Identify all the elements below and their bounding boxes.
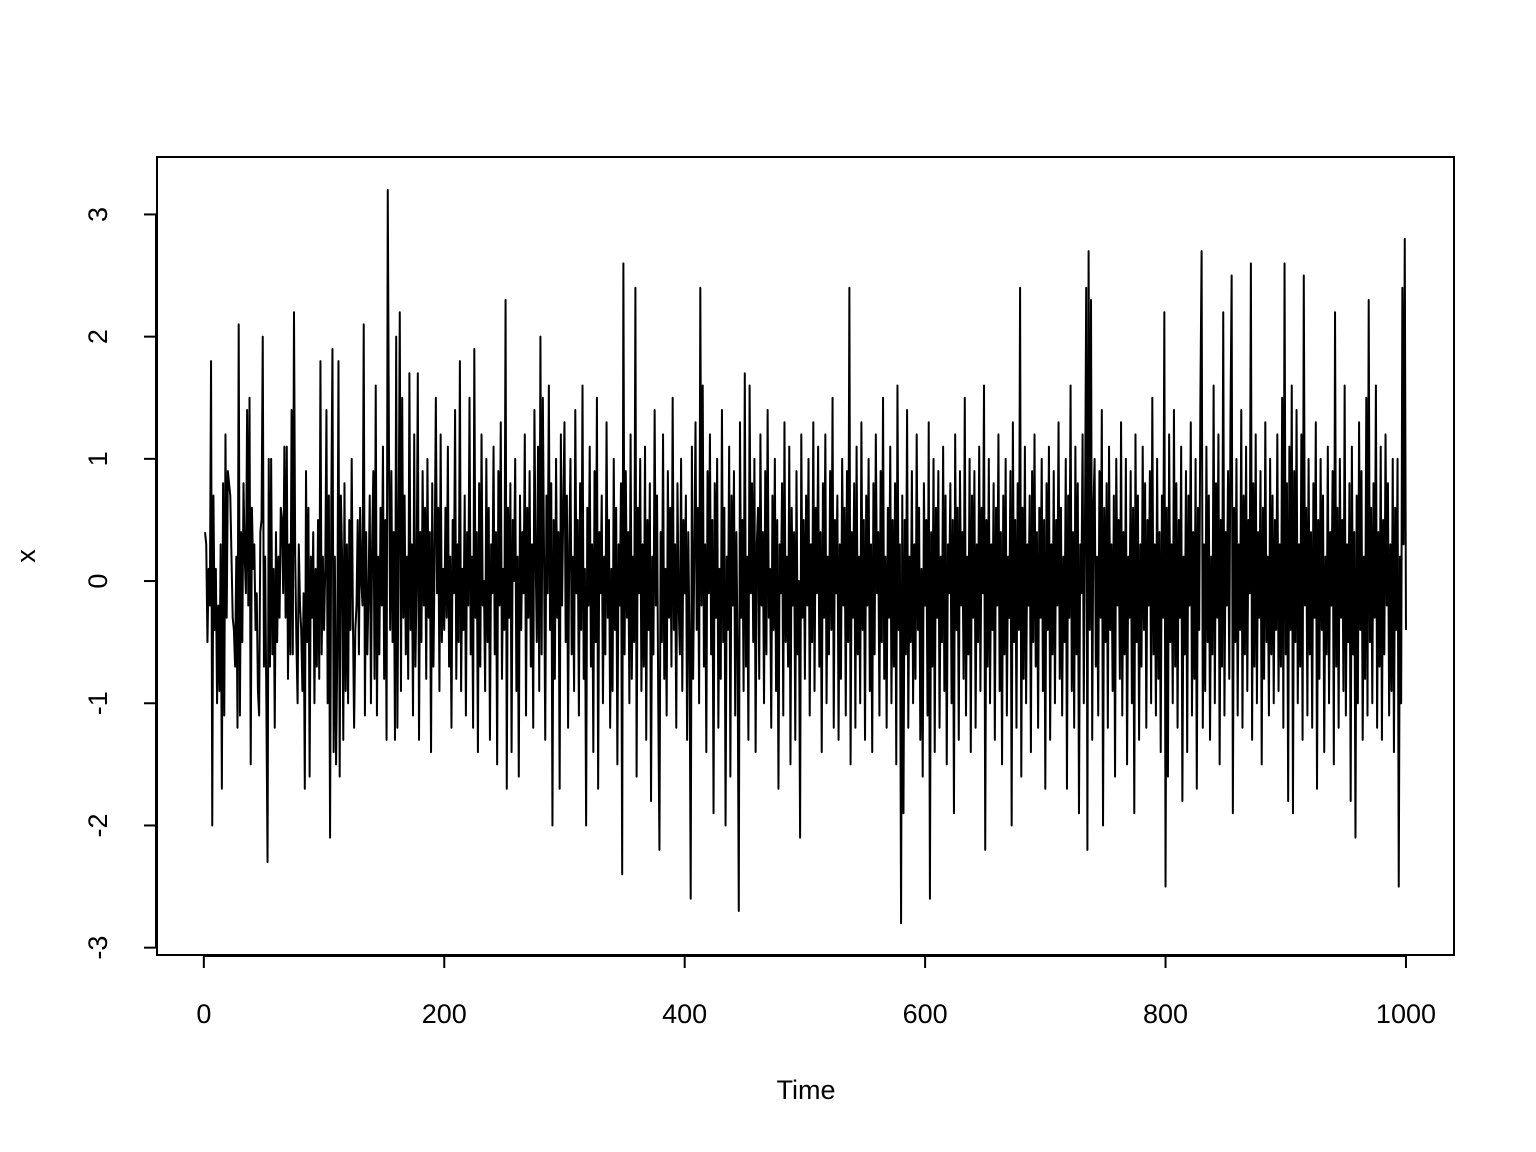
- y-tick-label: 2: [83, 329, 113, 344]
- y-axis-label: x: [11, 549, 41, 563]
- y-tick-label: -2: [83, 813, 113, 837]
- x-tick-label: 400: [662, 999, 707, 1029]
- x-tick-label: 200: [422, 999, 467, 1029]
- y-tick-label: -1: [83, 691, 113, 715]
- x-tick-label: 0: [196, 999, 211, 1029]
- y-tick-label: 3: [83, 207, 113, 222]
- x-tick-label: 600: [903, 999, 948, 1029]
- x-tick-label: 800: [1143, 999, 1188, 1029]
- y-tick-label: 1: [83, 451, 113, 466]
- y-tick-label: -3: [83, 936, 113, 960]
- x-axis-label: Time: [777, 1075, 836, 1105]
- x-tick-label: 1000: [1376, 999, 1436, 1029]
- y-tick-label: 0: [83, 574, 113, 589]
- series-line: [204, 189, 1407, 925]
